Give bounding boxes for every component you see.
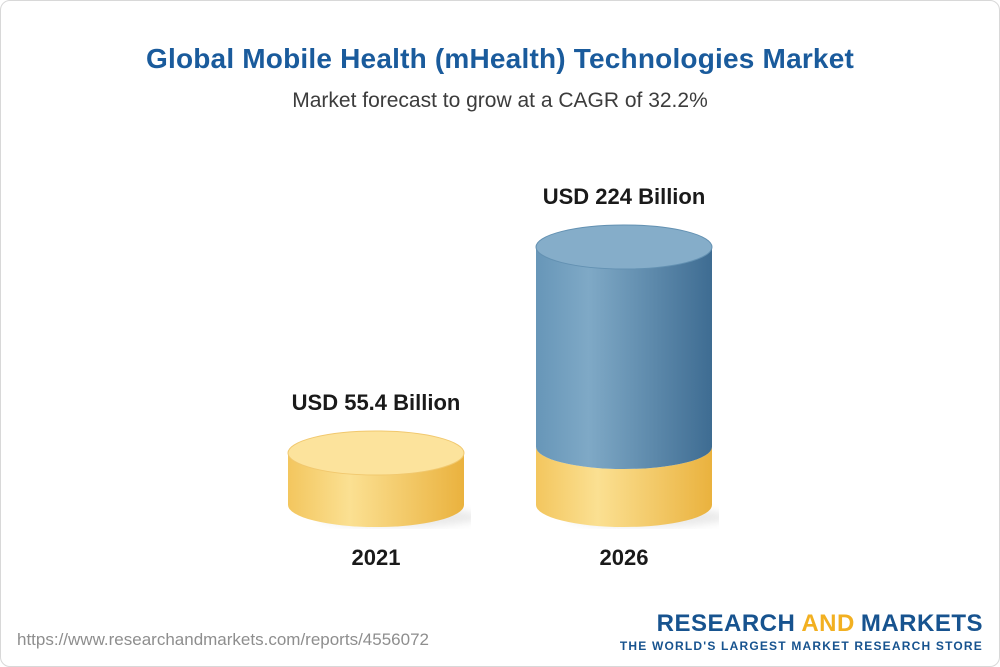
cylinder-2026-body bbox=[536, 247, 712, 469]
report-url-link[interactable]: https://www.researchandmarkets.com/repor… bbox=[17, 630, 429, 649]
year-label-2026: 2026 bbox=[599, 545, 649, 570]
cylinder-2026-base bbox=[536, 447, 712, 527]
bar-group-2021: USD 55.4 Billion 2021 bbox=[281, 390, 471, 571]
chart-title: Global Mobile Health (mHealth) Technolog… bbox=[145, 43, 855, 74]
bar-chart: USD 55.4 Billion 2021 USD 224 Billion 20… bbox=[1, 151, 999, 571]
cylinder-2026-top bbox=[535, 224, 713, 270]
bar-group-2026: USD 224 Billion 2026 bbox=[529, 184, 719, 571]
brand-logo-wordmark: RESEARCH AND MARKETS bbox=[620, 610, 983, 638]
brand-logo: RESEARCH AND MARKETS THE WORLD'S LARGEST M… bbox=[620, 610, 983, 654]
cylinder-2026 bbox=[535, 224, 719, 527]
brand-word-markets: MARKETS bbox=[860, 609, 983, 637]
brand-word-research: RESEARCH bbox=[656, 609, 796, 637]
cylinder-2021-top bbox=[287, 430, 465, 476]
cylinder-2021 bbox=[287, 430, 471, 527]
brand-word-and: AND bbox=[801, 609, 855, 637]
value-label-2021: USD 55.4 Billion bbox=[291, 390, 461, 415]
brand-tagline: THE WORLD'S LARGEST MARKET RESEARCH STOR… bbox=[619, 639, 983, 654]
value-label-2026: USD 224 Billion bbox=[542, 184, 706, 209]
year-label-2021: 2021 bbox=[351, 545, 401, 570]
chart-subtitle: Market forecast to grow at a CAGR of 32.… bbox=[292, 89, 708, 112]
